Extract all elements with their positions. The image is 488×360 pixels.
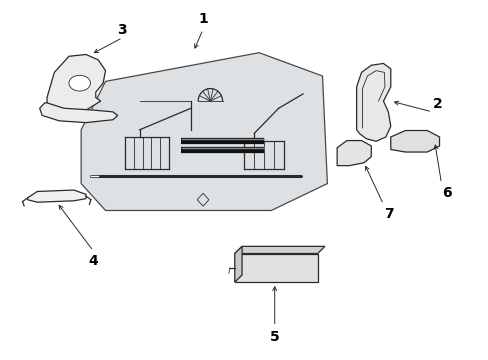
Polygon shape bbox=[390, 131, 439, 152]
Text: 1: 1 bbox=[198, 12, 207, 26]
Polygon shape bbox=[81, 53, 327, 211]
Polygon shape bbox=[234, 246, 242, 282]
Text: 2: 2 bbox=[432, 97, 442, 111]
Polygon shape bbox=[27, 190, 86, 202]
Text: 6: 6 bbox=[442, 186, 451, 201]
Polygon shape bbox=[234, 246, 325, 253]
Text: 7: 7 bbox=[384, 207, 393, 221]
Circle shape bbox=[69, 75, 90, 91]
Polygon shape bbox=[234, 253, 317, 282]
Text: 4: 4 bbox=[88, 254, 98, 268]
Text: 5: 5 bbox=[269, 330, 279, 344]
Polygon shape bbox=[47, 54, 105, 112]
Polygon shape bbox=[356, 63, 390, 141]
Polygon shape bbox=[336, 140, 370, 166]
Text: 3: 3 bbox=[117, 23, 126, 37]
Polygon shape bbox=[40, 103, 118, 123]
